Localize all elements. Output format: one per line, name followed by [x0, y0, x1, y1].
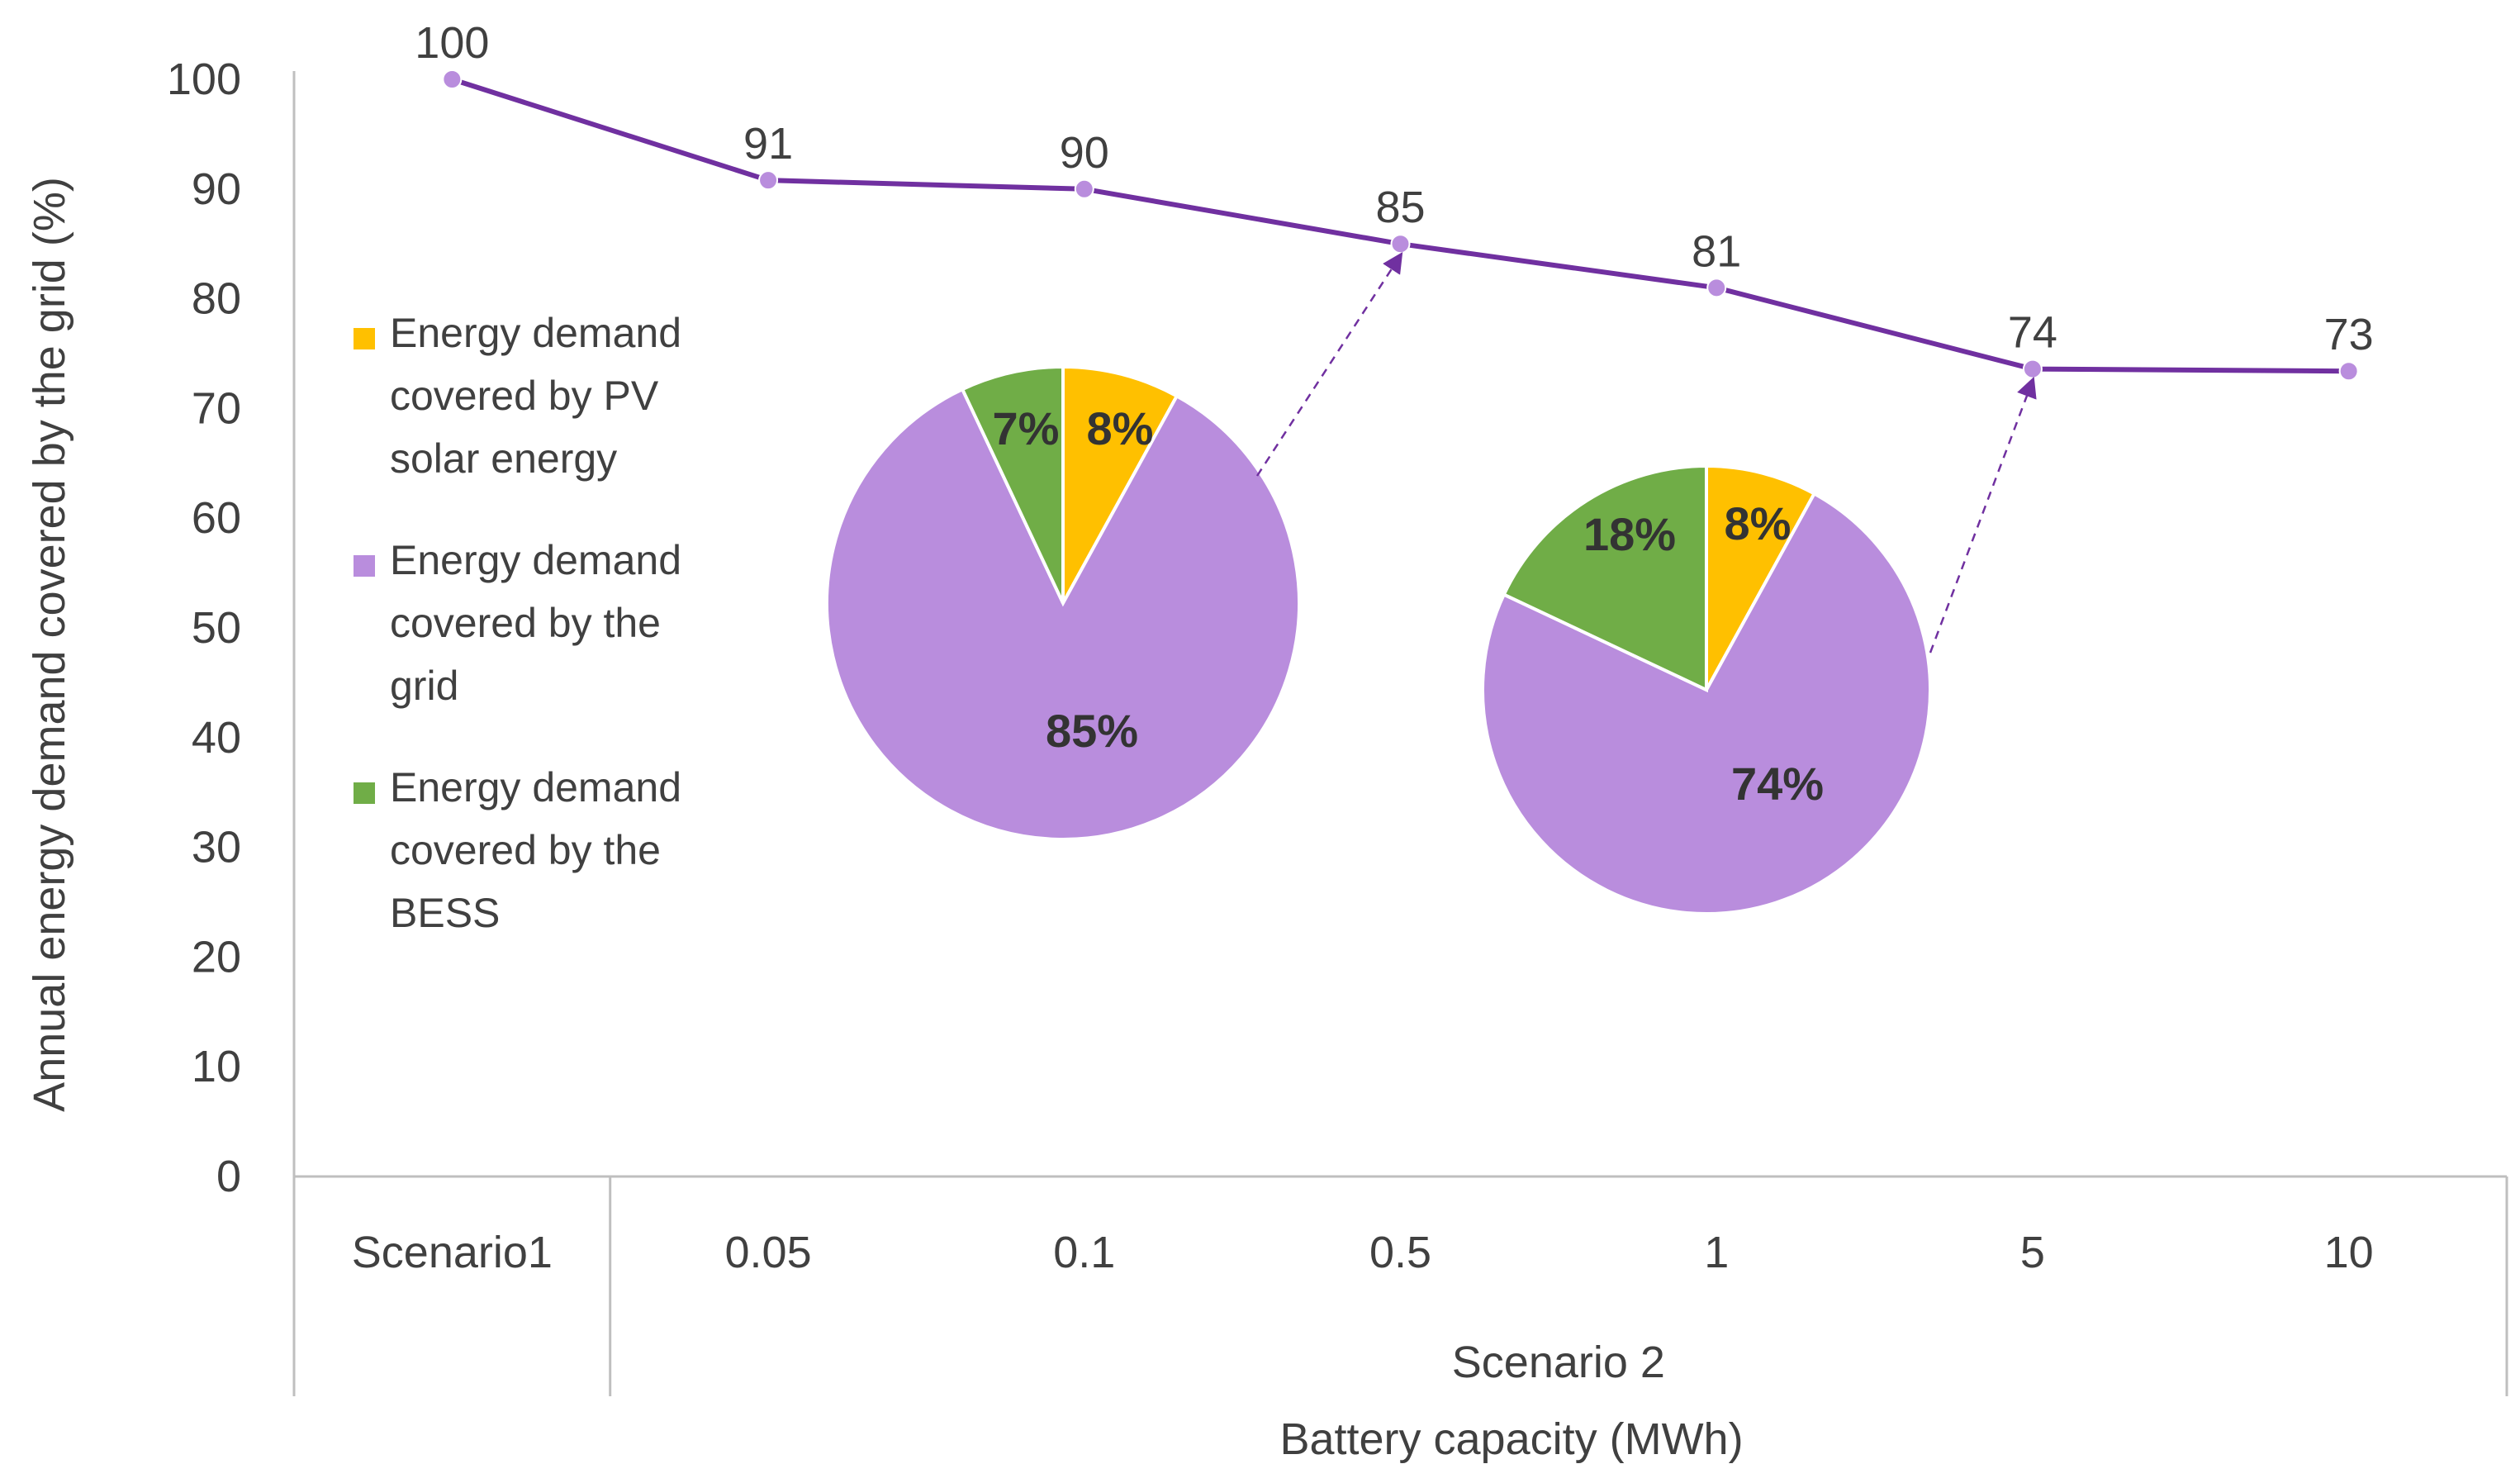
y-tick-label: 10 [192, 1042, 241, 1091]
data-point [2338, 361, 2359, 382]
legend-swatch [354, 328, 375, 349]
legend-label: grid [390, 663, 458, 709]
pie-slice [1502, 463, 1708, 693]
pie-slice [1061, 364, 1179, 604]
x-tick-label: 1 [1704, 1228, 1729, 1277]
legend-label: Energy demand [390, 537, 681, 583]
data-label: 90 [1060, 128, 1109, 178]
legend-label: solar energy [390, 435, 617, 482]
y-tick-label: 70 [192, 383, 241, 433]
pie-slice-label: 7% [993, 402, 1060, 454]
y-tick-label: 50 [192, 603, 241, 653]
data-label: 74 [2008, 308, 2057, 358]
legend-label: covered by PV [390, 373, 659, 419]
legend-swatch [354, 782, 375, 804]
data-point [1706, 278, 1727, 298]
y-tick-label: 40 [192, 713, 241, 763]
y-tick-label: 60 [192, 493, 241, 543]
pie-slice-label: 8% [1087, 402, 1154, 454]
legend-label: BESS [390, 890, 500, 936]
legend-label: covered by the [390, 827, 661, 873]
pie-slice-label: 8% [1725, 497, 1792, 549]
data-label: 100 [415, 18, 489, 68]
pie-link-arrow [1255, 252, 1403, 477]
pie-slice [825, 387, 1301, 841]
x-tick-label: 10 [2324, 1228, 2374, 1277]
data-label: 91 [743, 119, 793, 169]
data-point [2022, 359, 2043, 379]
y-tick-label: 20 [192, 932, 241, 982]
x-tick-label: 0.1 [1053, 1228, 1115, 1277]
pie-slice-label: 74% [1731, 758, 1824, 810]
x-tick-label: 0.5 [1369, 1228, 1431, 1277]
data-point [758, 170, 779, 191]
pie-slice [1481, 491, 1932, 915]
pie-slice [960, 364, 1065, 604]
y-axis-title: Annual energy demand covered by the grid… [25, 177, 74, 1112]
pie-slice-label: 85% [1046, 705, 1138, 757]
x-tick-label: Scenario1 [352, 1228, 553, 1277]
pie-slice [1705, 463, 1817, 691]
pie-slice-label: 18% [1583, 508, 1676, 560]
legend-swatch [354, 555, 375, 577]
data-label: 73 [2324, 310, 2374, 359]
data-label: 85 [1375, 183, 1425, 232]
x-tick-label: 5 [2020, 1228, 2045, 1277]
x-axis-title: Battery capacity (MWh) [1279, 1414, 1743, 1464]
data-point [442, 69, 463, 89]
legend-label: Energy demand [390, 310, 681, 356]
y-tick-label: 90 [192, 164, 241, 214]
data-point [1074, 178, 1094, 199]
pie-link-arrow [1929, 376, 2037, 654]
y-tick-label: 0 [216, 1152, 241, 1201]
y-tick-label: 30 [192, 823, 241, 872]
x-tick-label: 0.05 [725, 1228, 812, 1277]
legend-label: Energy demand [390, 764, 681, 810]
legend-label: covered by the [390, 600, 661, 646]
data-label: 81 [1692, 226, 1741, 276]
y-tick-label: 100 [167, 55, 241, 104]
data-point [1390, 234, 1411, 254]
y-tick-label: 80 [192, 274, 241, 324]
x-group-label: Scenario 2 [1452, 1338, 1665, 1387]
